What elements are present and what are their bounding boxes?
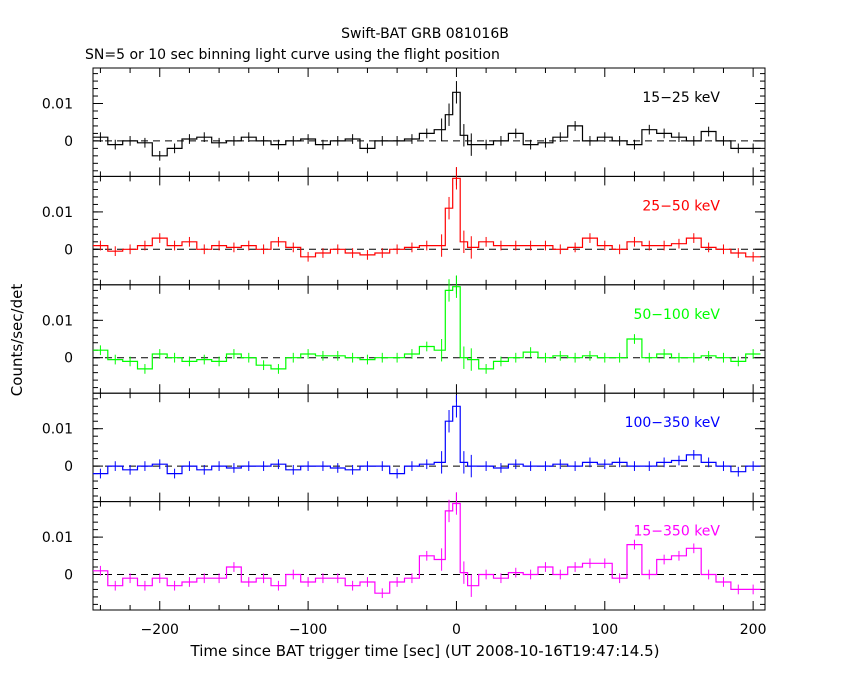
x-tick-label: −200 [141,622,179,638]
panel-2: 0 0.01 25−50 keV [42,167,766,286]
panel-3: 0 0.01 50−100 keV [42,275,766,394]
chart-subtitle: SN=5 or 10 sec binning light curve using… [85,47,500,63]
x-tick-label: 100 [591,622,618,638]
y-tick-label: 0 [64,567,73,583]
energy-band-label: 15−350 keV [633,524,720,540]
y-tick-label: 0.01 [42,97,73,113]
panel-1: 0 0.01 15−25 keV [42,67,766,177]
energy-band-label: 100−350 keV [625,415,721,431]
panel-5: 0 0.01 15−350 keV −200 −100 0 100 200 [42,492,767,638]
x-tick-label: 0 [452,622,461,638]
energy-band-label: 15−25 keV [642,90,720,106]
panels-group: 0 0.01 15−25 keV 0 0.01 25−50 keV 0 0.01 50−100 … [42,67,767,638]
x-tick-label: 200 [740,622,767,638]
y-tick-label: 0.01 [42,313,73,329]
panel-frame [92,392,766,503]
y-tick-label: 0 [64,242,73,258]
y-tick-label: 0.01 [42,530,73,546]
y-tick-label: 0 [64,459,73,475]
y-tick-label: 0.01 [42,205,73,221]
energy-band-label: 50−100 keV [633,307,720,323]
light-curve-series [93,502,761,594]
light-curve-series [93,177,761,258]
y-tick-label: 0 [64,134,73,150]
x-axis-label: Time since BAT trigger time [sec] (UT 20… [190,642,660,660]
light-curve-series [93,91,761,157]
panel-frame [92,67,766,177]
y-axis-label: Counts/sec/det [8,284,26,397]
panel-frame [92,501,766,611]
light-curve-series [93,286,761,370]
y-tick-label: 0 [64,351,73,367]
panel-frame [92,175,766,286]
y-tick-label: 0.01 [42,422,73,438]
panel-frame [92,284,766,394]
panel-4: 0 0.01 100−350 keV [42,392,766,503]
energy-band-label: 25−50 keV [642,198,720,214]
x-tick-label: −100 [289,622,327,638]
chart-title: Swift-BAT GRB 081016B [341,26,509,42]
